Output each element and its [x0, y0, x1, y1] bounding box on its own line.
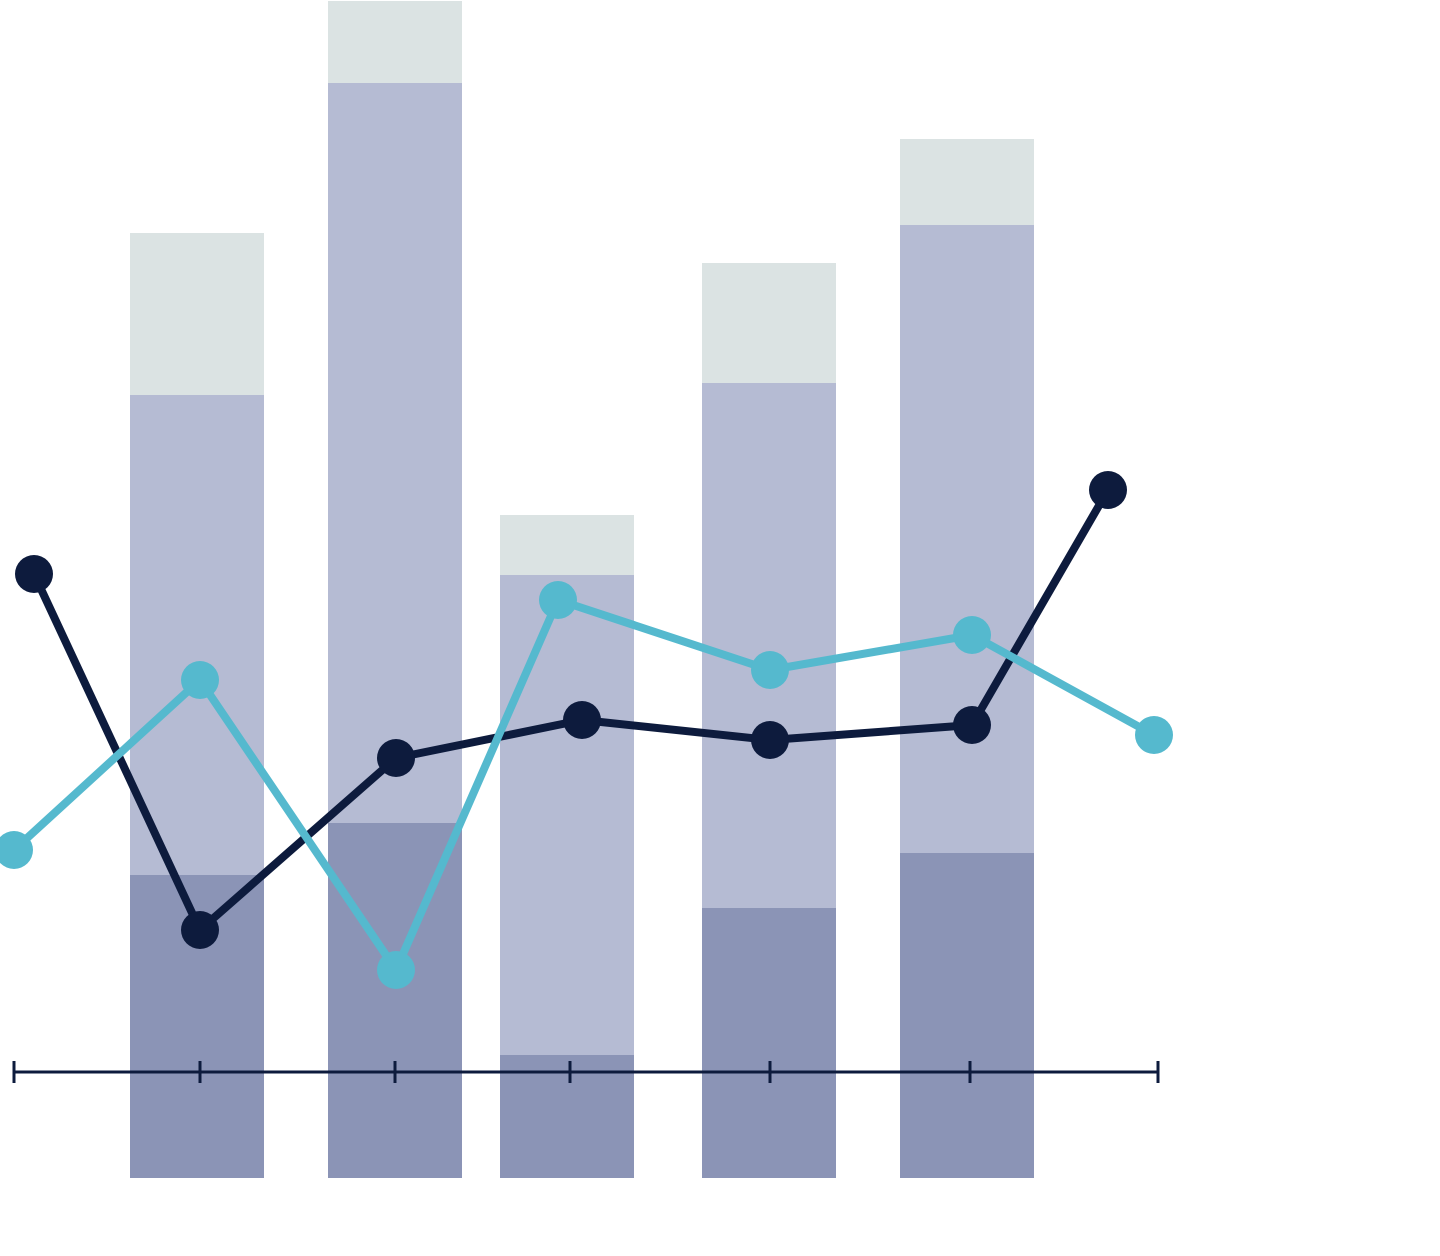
bar-1-seg-2 [328, 1, 462, 83]
bar-1-seg-0 [328, 823, 462, 1178]
marker-series-dark [1089, 471, 1127, 509]
marker-series-teal [539, 581, 577, 619]
marker-series-teal [181, 661, 219, 699]
bar-3-seg-2 [702, 263, 836, 383]
marker-series-teal [751, 651, 789, 689]
marker-series-dark [15, 555, 53, 593]
bar-4-seg-0 [900, 853, 1034, 1178]
bar-4-seg-1 [900, 225, 1034, 853]
bar-3-seg-1 [702, 383, 836, 908]
marker-series-teal [1135, 716, 1173, 754]
bar-2-seg-2 [500, 515, 634, 575]
bar-1-seg-1 [328, 83, 462, 823]
combo-chart [0, 0, 1440, 1256]
bar-0-seg-2 [130, 233, 264, 395]
bar-4-seg-2 [900, 139, 1034, 225]
marker-series-teal [377, 951, 415, 989]
bar-2-seg-1 [500, 575, 634, 1055]
marker-series-dark [563, 701, 601, 739]
bar-0-seg-1 [130, 395, 264, 875]
stacked-bars [130, 1, 1034, 1178]
marker-series-dark [751, 721, 789, 759]
marker-series-dark [377, 739, 415, 777]
bar-3-seg-0 [702, 908, 836, 1178]
marker-series-dark [953, 706, 991, 744]
marker-series-dark [181, 911, 219, 949]
marker-series-teal [953, 616, 991, 654]
